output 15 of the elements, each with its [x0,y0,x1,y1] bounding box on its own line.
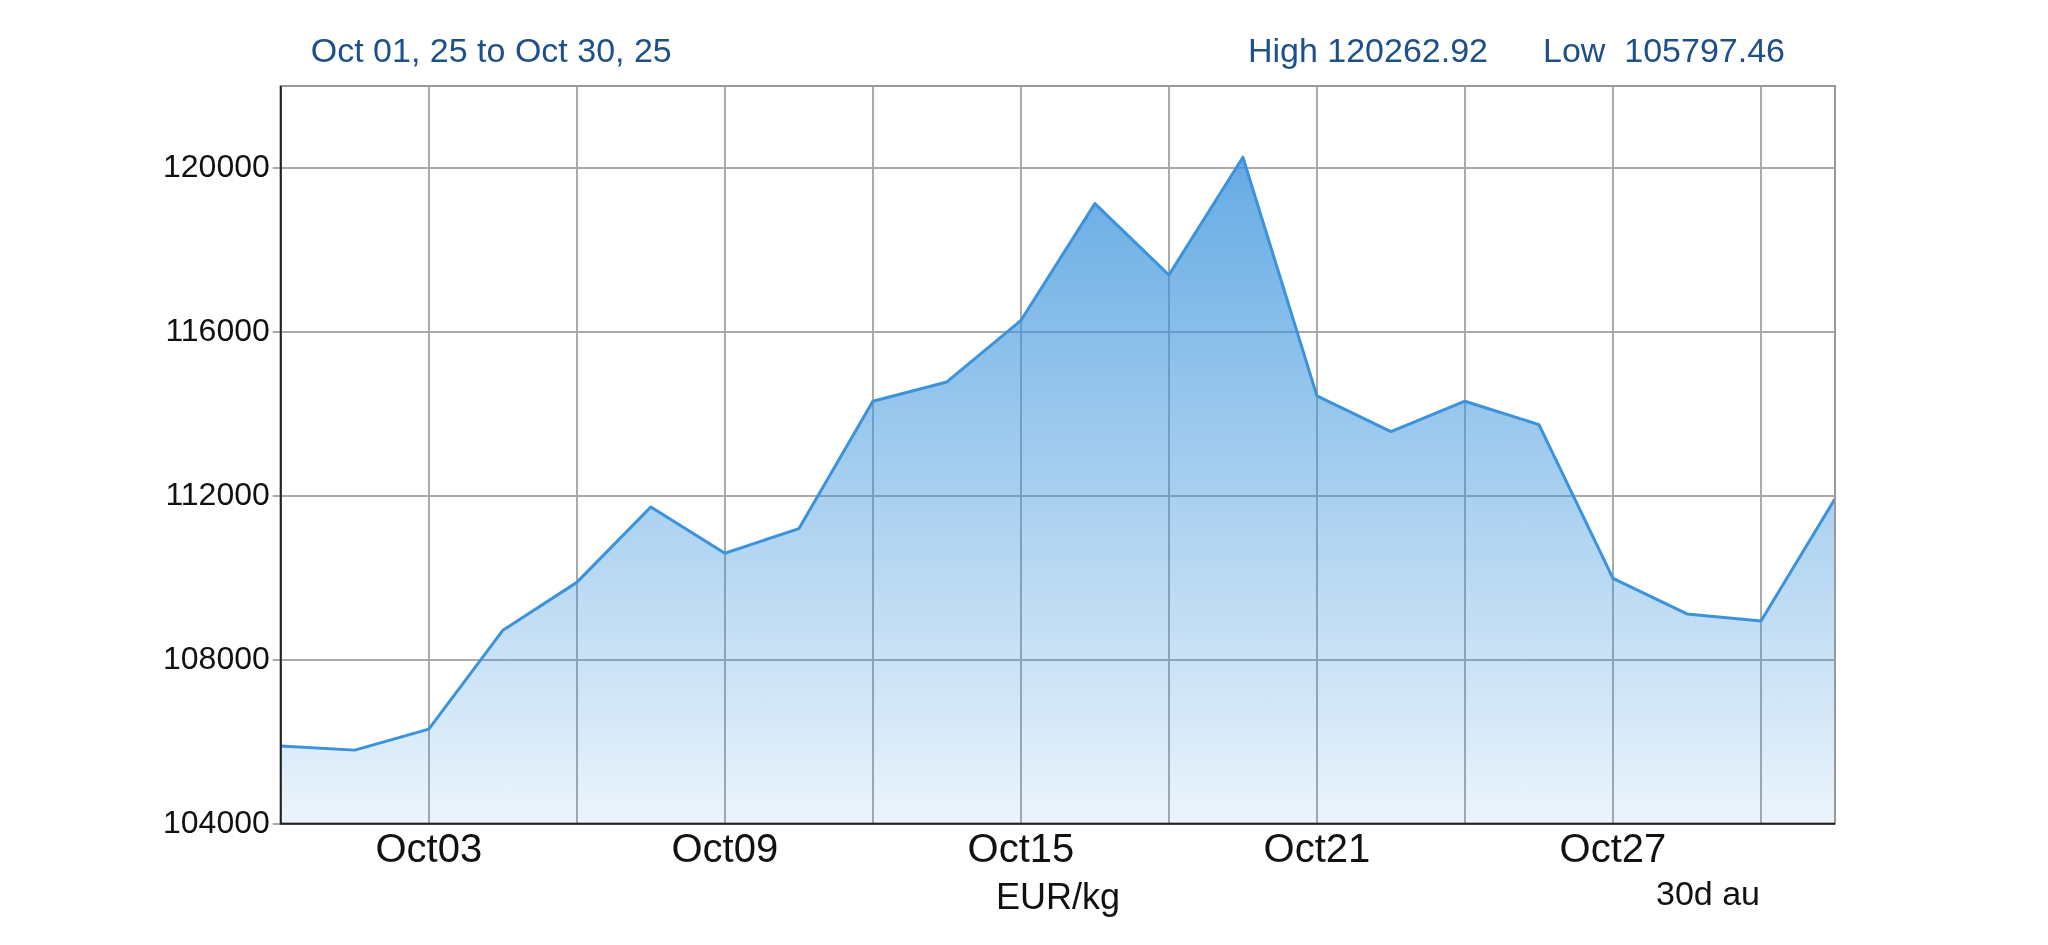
chart-title: Oct 01, 25 to Oct 30, 25 [310,31,672,69]
y-tick-label: 108000 [163,639,270,676]
y-tick-label: 112000 [165,475,270,512]
x-tick-label: Oct03 [375,825,483,870]
x-tick-label: Oct21 [1263,825,1371,870]
y-tick-label: 104000 [163,803,270,840]
y-tick-label: 120000 [163,147,270,184]
text: High 120262.92 [1247,31,1489,69]
text: Low 105797.46 [1543,31,1785,69]
y-tick-label: 116000 [165,311,270,348]
x-tick-label: Oct15 [967,825,1075,870]
x-tick-label: Oct09 [671,825,779,870]
x-axis-title: EUR/kg [995,876,1120,918]
text: 30d au [1656,874,1760,912]
x-tick-label: Oct27 [1559,825,1667,870]
